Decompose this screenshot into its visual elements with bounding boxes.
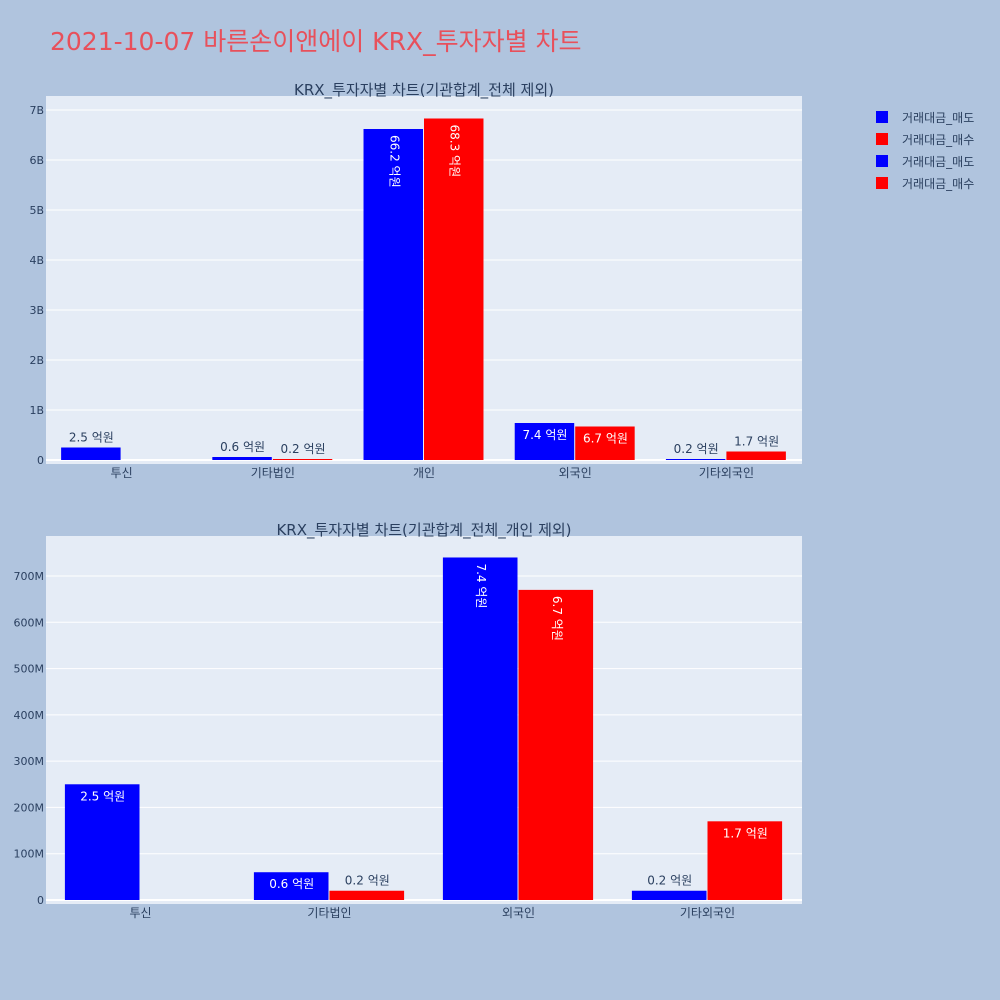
data-label: 0.2 억원: [281, 442, 326, 456]
y-tick-label: 3B: [29, 304, 44, 317]
data-label: 0.6 억원: [269, 877, 314, 891]
bar: [631, 890, 707, 900]
plot-area: [46, 536, 802, 904]
legend-label: 거래대금_매수: [902, 132, 975, 147]
data-label: 7.4 억원: [522, 428, 567, 442]
x-tick-label: 외국인: [559, 466, 592, 480]
y-tick-label: 1B: [29, 404, 44, 417]
bar: [424, 118, 484, 460]
x-tick-label: 개인: [413, 466, 435, 480]
data-label: 6.7 억원: [583, 432, 628, 446]
y-tick-label: 600M: [14, 616, 45, 629]
data-label: 0.6 억원: [220, 440, 265, 454]
x-tick-label: 기타법인: [307, 906, 351, 920]
y-tick-label: 4B: [29, 254, 44, 267]
legend-item[interactable]: 거래대금_매도: [876, 150, 974, 172]
chart-title: KRX_투자자별 차트(기관합계_전체_개인 제외): [276, 521, 571, 540]
legend-label: 거래대금_매도: [902, 154, 975, 169]
bar: [64, 784, 140, 900]
page-title: 2021-10-07 바른손이앤에이 KRX_투자자별 차트: [50, 27, 582, 56]
legend-item[interactable]: 거래대금_매수: [876, 172, 974, 194]
bar: [575, 426, 635, 460]
y-tick-label: 100M: [14, 848, 45, 861]
x-tick-label: 기타법인: [251, 466, 295, 480]
y-tick-label: 0: [37, 894, 44, 907]
x-tick-label: 투신: [129, 906, 151, 920]
y-tick-label: 500M: [14, 663, 45, 676]
y-tick-label: 200M: [14, 801, 45, 814]
data-label: 66.2 억원: [387, 135, 401, 188]
bar: [212, 457, 272, 460]
legend-item[interactable]: 거래대금_매도: [876, 106, 974, 128]
bar: [363, 129, 423, 460]
x-tick-label: 외국인: [502, 906, 535, 920]
data-label: 7.4 억원: [474, 563, 488, 608]
bar: [61, 447, 121, 460]
data-label: 6.7 억원: [550, 596, 564, 641]
legend-swatch-buy: [876, 133, 888, 145]
legend: 거래대금_매도 거래대금_매수 거래대금_매도 거래대금_매수: [876, 106, 974, 194]
bar: [665, 459, 726, 460]
y-tick-label: 300M: [14, 755, 45, 768]
y-tick-label: 7B: [29, 104, 44, 117]
data-label: 1.7 억원: [734, 435, 779, 449]
data-label: 0.2 억원: [674, 442, 719, 456]
chart-title: KRX_투자자별 차트(기관합계_전체 제외): [294, 81, 554, 100]
x-tick-label: 기타외국인: [680, 906, 735, 920]
data-label: 0.2 억원: [647, 874, 692, 888]
data-label: 2.5 억원: [80, 789, 125, 803]
y-tick-label: 2B: [29, 354, 44, 367]
legend-swatch-sell: [876, 111, 888, 123]
bar: [329, 890, 405, 900]
x-tick-label: 기타외국인: [699, 466, 754, 480]
bar: [514, 423, 575, 460]
legend-swatch-sell: [876, 155, 888, 167]
bar: [518, 589, 594, 900]
y-tick-label: 5B: [29, 204, 44, 217]
y-tick-label: 6B: [29, 154, 44, 167]
bar: [707, 821, 783, 900]
bar: [253, 872, 329, 900]
legend-swatch-buy: [876, 177, 888, 189]
legend-label: 거래대금_매도: [902, 110, 975, 125]
legend-label: 거래대금_매수: [902, 176, 975, 191]
legend-item[interactable]: 거래대금_매수: [876, 128, 974, 150]
data-label: 2.5 억원: [69, 431, 114, 445]
bar: [442, 557, 518, 900]
bar: [726, 451, 786, 460]
x-tick-label: 투신: [111, 466, 133, 480]
data-label: 1.7 억원: [723, 826, 768, 840]
bar: [272, 459, 333, 460]
data-label: 0.2 억원: [345, 874, 390, 888]
y-tick-label: 700M: [14, 570, 45, 583]
y-tick-label: 0: [37, 454, 44, 467]
data-label: 68.3 억원: [448, 125, 462, 178]
y-tick-label: 400M: [14, 709, 45, 722]
